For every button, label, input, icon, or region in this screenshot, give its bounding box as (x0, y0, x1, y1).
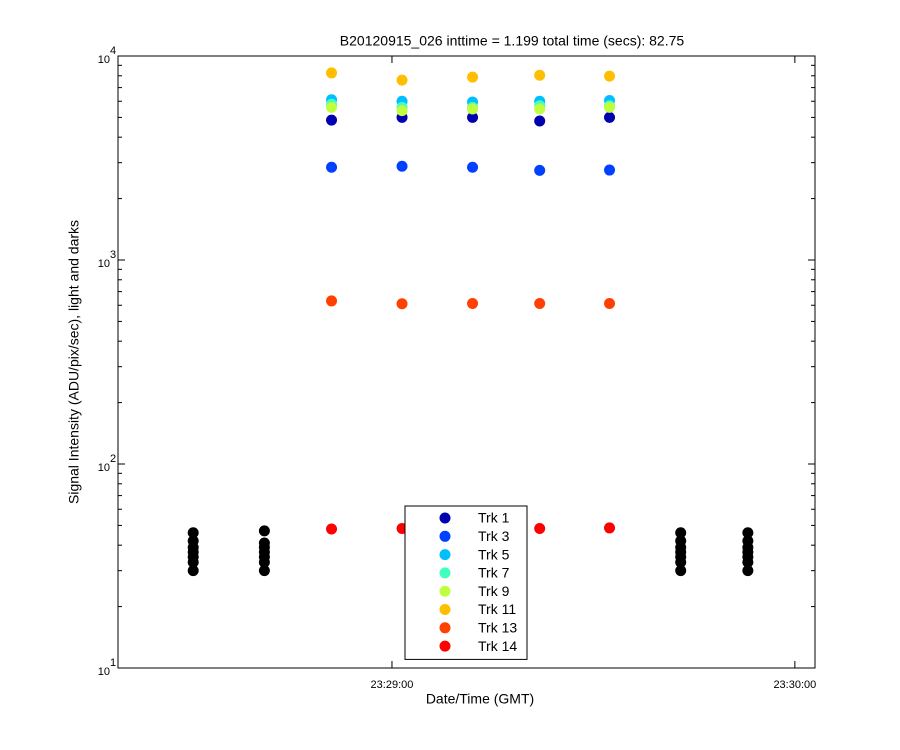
data-point (675, 556, 687, 568)
data-point (396, 160, 408, 172)
data-point (396, 298, 408, 310)
legend-marker (439, 530, 451, 542)
legend-label: Trk 13 (478, 620, 517, 636)
legend-marker (439, 622, 451, 634)
legend-marker (439, 512, 451, 524)
legend-marker (439, 585, 451, 597)
data-point (326, 161, 338, 173)
chart-title: B20120915_026 inttime = 1.199 total time… (340, 33, 685, 49)
legend-label: Trk 14 (478, 638, 517, 654)
data-point (534, 298, 546, 310)
data-point (187, 565, 199, 577)
x-tick-label: 23:30:00 (773, 679, 816, 691)
data-point (467, 298, 479, 310)
data-point (604, 70, 616, 82)
data-point (742, 527, 754, 539)
data-point (396, 105, 408, 117)
y-tick-exponent: 4 (110, 45, 116, 57)
data-point (675, 527, 687, 539)
legend-label: Trk 7 (478, 565, 510, 581)
data-point (604, 298, 616, 310)
data-point (258, 565, 270, 577)
data-point (604, 111, 616, 123)
y-axis-label: Signal Intensity (ADU/pix/sec), light an… (66, 220, 82, 504)
data-point (604, 164, 616, 176)
y-tick-exponent: 1 (110, 657, 116, 669)
data-point (467, 103, 479, 115)
data-point (326, 101, 338, 113)
data-point (534, 115, 546, 127)
x-tick-label: 23:29:00 (371, 679, 414, 691)
data-point (326, 114, 338, 126)
data-point (534, 164, 546, 176)
legend-marker (439, 604, 451, 615)
y-tick-label: 10 (98, 666, 110, 678)
legend-label: Trk 3 (478, 528, 510, 544)
legend: Trk 1 Trk 3 Trk 5 Trk 7 Trk 9 Trk 11 Trk 13 Trk… (404, 505, 528, 660)
plot-frame (117, 55, 816, 669)
data-point (467, 111, 479, 123)
legend-label: Trk 5 (478, 546, 510, 562)
data-point (534, 522, 546, 534)
data-point (604, 522, 616, 534)
y-tick-exponent: 2 (110, 453, 116, 465)
data-point (742, 556, 754, 568)
legend-marker (439, 549, 451, 561)
legend-box (404, 505, 528, 660)
data-point (258, 525, 270, 537)
data-point (326, 67, 338, 79)
data-point (187, 556, 199, 568)
legend-marker (439, 640, 451, 652)
y-tick-label: 10 (98, 54, 110, 66)
legend-marker (439, 567, 451, 579)
data-point (604, 101, 616, 113)
y-tick-label: 10 (98, 258, 110, 270)
data-point (326, 523, 338, 535)
y-tick-exponent: 3 (110, 249, 116, 261)
legend-label: Trk 9 (478, 583, 510, 599)
legend-label: Trk 1 (478, 510, 510, 526)
data-point (396, 74, 408, 86)
data-point (675, 565, 687, 577)
y-tick-label: 10 (98, 462, 110, 474)
legend-label: Trk 11 (478, 601, 516, 617)
data-point (326, 295, 338, 307)
data-point (534, 103, 546, 115)
data-point (258, 556, 270, 568)
data-point (534, 69, 546, 81)
data-point (467, 161, 479, 173)
data-point (187, 527, 199, 539)
data-point (742, 565, 754, 577)
x-axis-label: Date/Time (GMT) (426, 691, 534, 707)
data-point (467, 71, 479, 83)
